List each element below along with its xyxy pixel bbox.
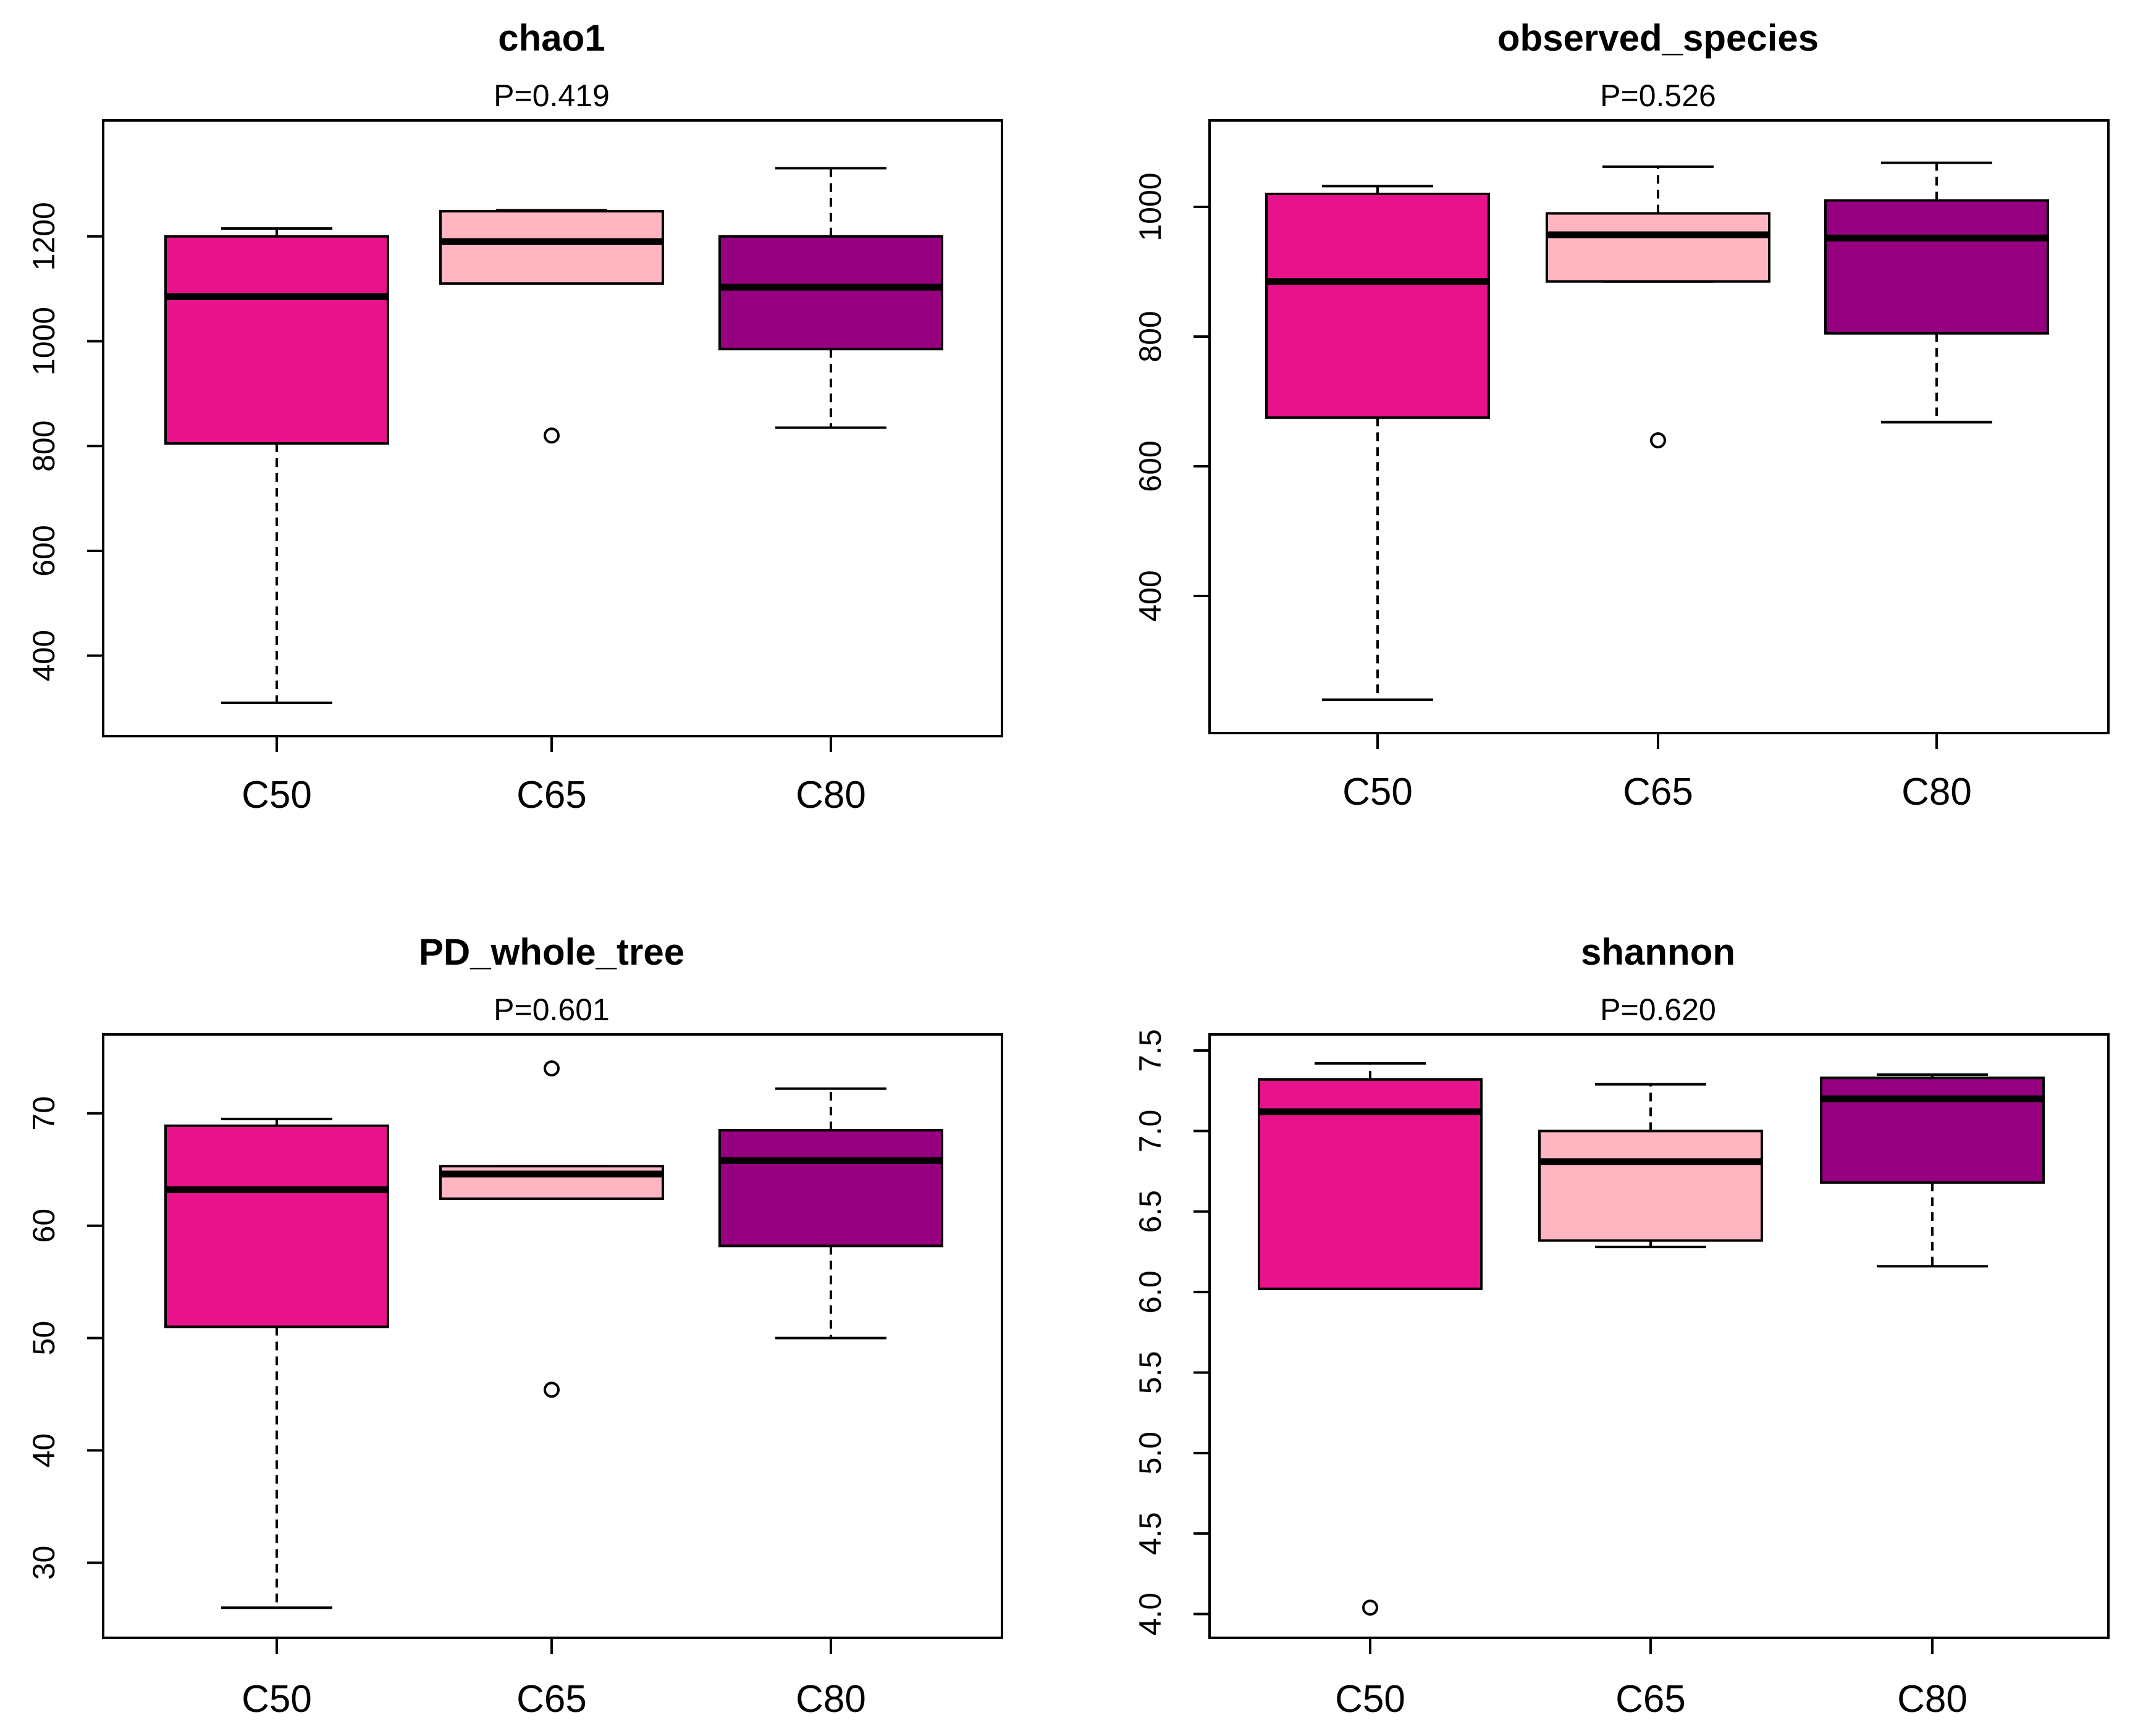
box-c80 [1824,161,2049,424]
y-tick-label: 800 [1133,311,1168,362]
x-tick-label: C80 [796,1678,866,1721]
y-tick-label: 400 [27,630,61,681]
box-c50 [164,227,389,705]
y-tick-label: 1000 [27,307,61,375]
x-tick-label: C50 [242,1678,312,1721]
boxplot-marks [164,167,943,705]
x-tick-label: C65 [1615,1678,1686,1721]
x-tick-label: C80 [1901,771,1972,813]
box-c50 [1265,185,1490,701]
x-axis: C50 C65 C80 [1335,1638,1968,1721]
chart-subtitle: P=0.526 [1600,78,1716,113]
y-tick-label: 5.5 [1133,1351,1168,1394]
chart-subtitle: P=0.419 [494,78,610,113]
x-axis: C50 C65 C80 [242,1638,866,1721]
iqr-box [718,1129,943,1247]
chart-title: observed_species [1497,17,1819,59]
outlier-point [544,427,560,444]
x-tick-label: C65 [516,1678,587,1721]
y-tick-label: 7.0 [1133,1110,1168,1153]
y-axis: 4.0 4.5 5.0 5.5 6.0 6.5 7.0 7.5 [1133,1029,1211,1636]
outlier-point [1362,1600,1378,1616]
iqr-box [1824,199,2049,335]
box-c80 [718,1087,943,1340]
y-tick-label: 600 [1133,440,1168,492]
chart-subtitle: P=0.601 [494,992,610,1027]
panel-pd-whole-tree: PD_whole_tree P=0.601 C50 C65 C80 30 40 … [27,931,1003,1721]
y-axis: 400 600 800 1000 [1133,172,1211,622]
y-tick-label: 6.0 [1133,1270,1168,1314]
chart-title: chao1 [498,17,605,59]
chart-title: PD_whole_tree [419,931,684,973]
outlier-point [544,1382,560,1398]
y-tick-label: 50 [27,1321,61,1356]
x-tick-label: C80 [796,774,866,816]
box-c80 [718,167,943,429]
x-axis: C50 C65 C80 [242,736,866,816]
y-tick-label: 1000 [1133,172,1168,241]
box-c65 [439,209,664,444]
iqr-box [1265,193,1490,419]
x-tick-label: C50 [242,774,312,816]
chart-subtitle: P=0.620 [1600,992,1716,1027]
iqr-box [1546,212,1770,283]
y-tick-label: 60 [27,1209,61,1243]
x-tick-label: C50 [1342,771,1413,813]
box-c65 [1546,165,1770,448]
iqr-box [1538,1130,1763,1242]
box-c65 [439,1060,664,1398]
box-c65 [1538,1083,1763,1249]
boxplot-marks [164,1060,943,1609]
iqr-box [1820,1076,2045,1184]
y-tick-label: 4.0 [1133,1593,1168,1636]
x-tick-label: C50 [1335,1678,1405,1721]
x-tick-label: C80 [1897,1678,1968,1721]
box-c50 [1258,1062,1483,1616]
y-tick-label: 4.5 [1133,1512,1168,1555]
x-tick-label: C65 [516,774,587,816]
iqr-box [164,235,389,445]
y-tick-label: 6.5 [1133,1190,1168,1233]
y-axis: 400 600 800 1000 1200 [27,202,104,681]
iqr-box [718,235,943,351]
y-tick-label: 7.5 [1133,1029,1168,1072]
box-c50 [164,1117,389,1609]
iqr-box [439,210,664,285]
boxplot-marks [1265,161,2049,701]
outlier-point [544,1060,560,1077]
box-c80 [1820,1073,2045,1268]
chart-title: shannon [1581,931,1735,973]
panel-observed-species: observed_species P=0.526 C50 C65 C80 400… [1133,17,2110,813]
y-tick-label: 800 [27,420,61,471]
boxplot-marks [1258,1062,2045,1616]
y-tick-label: 30 [27,1546,61,1580]
y-tick-label: 5.0 [1133,1432,1168,1475]
y-axis: 30 40 50 60 70 [27,1096,104,1580]
x-tick-label: C65 [1623,771,1693,813]
x-axis: C50 C65 C80 [1342,733,1972,813]
panel-shannon: shannon P=0.620 C50 C65 C80 4.0 4.5 5.0 … [1133,931,2110,1721]
y-tick-label: 400 [1133,570,1168,621]
y-tick-label: 70 [27,1096,61,1131]
y-tick-label: 600 [27,525,61,576]
y-tick-label: 40 [27,1433,61,1468]
iqr-box [164,1124,389,1328]
outlier-point [1650,432,1666,448]
y-tick-label: 1200 [27,202,61,270]
panel-chao1: chao1 P=0.419 C50 C65 C80 400 600 800 10… [27,17,1003,816]
